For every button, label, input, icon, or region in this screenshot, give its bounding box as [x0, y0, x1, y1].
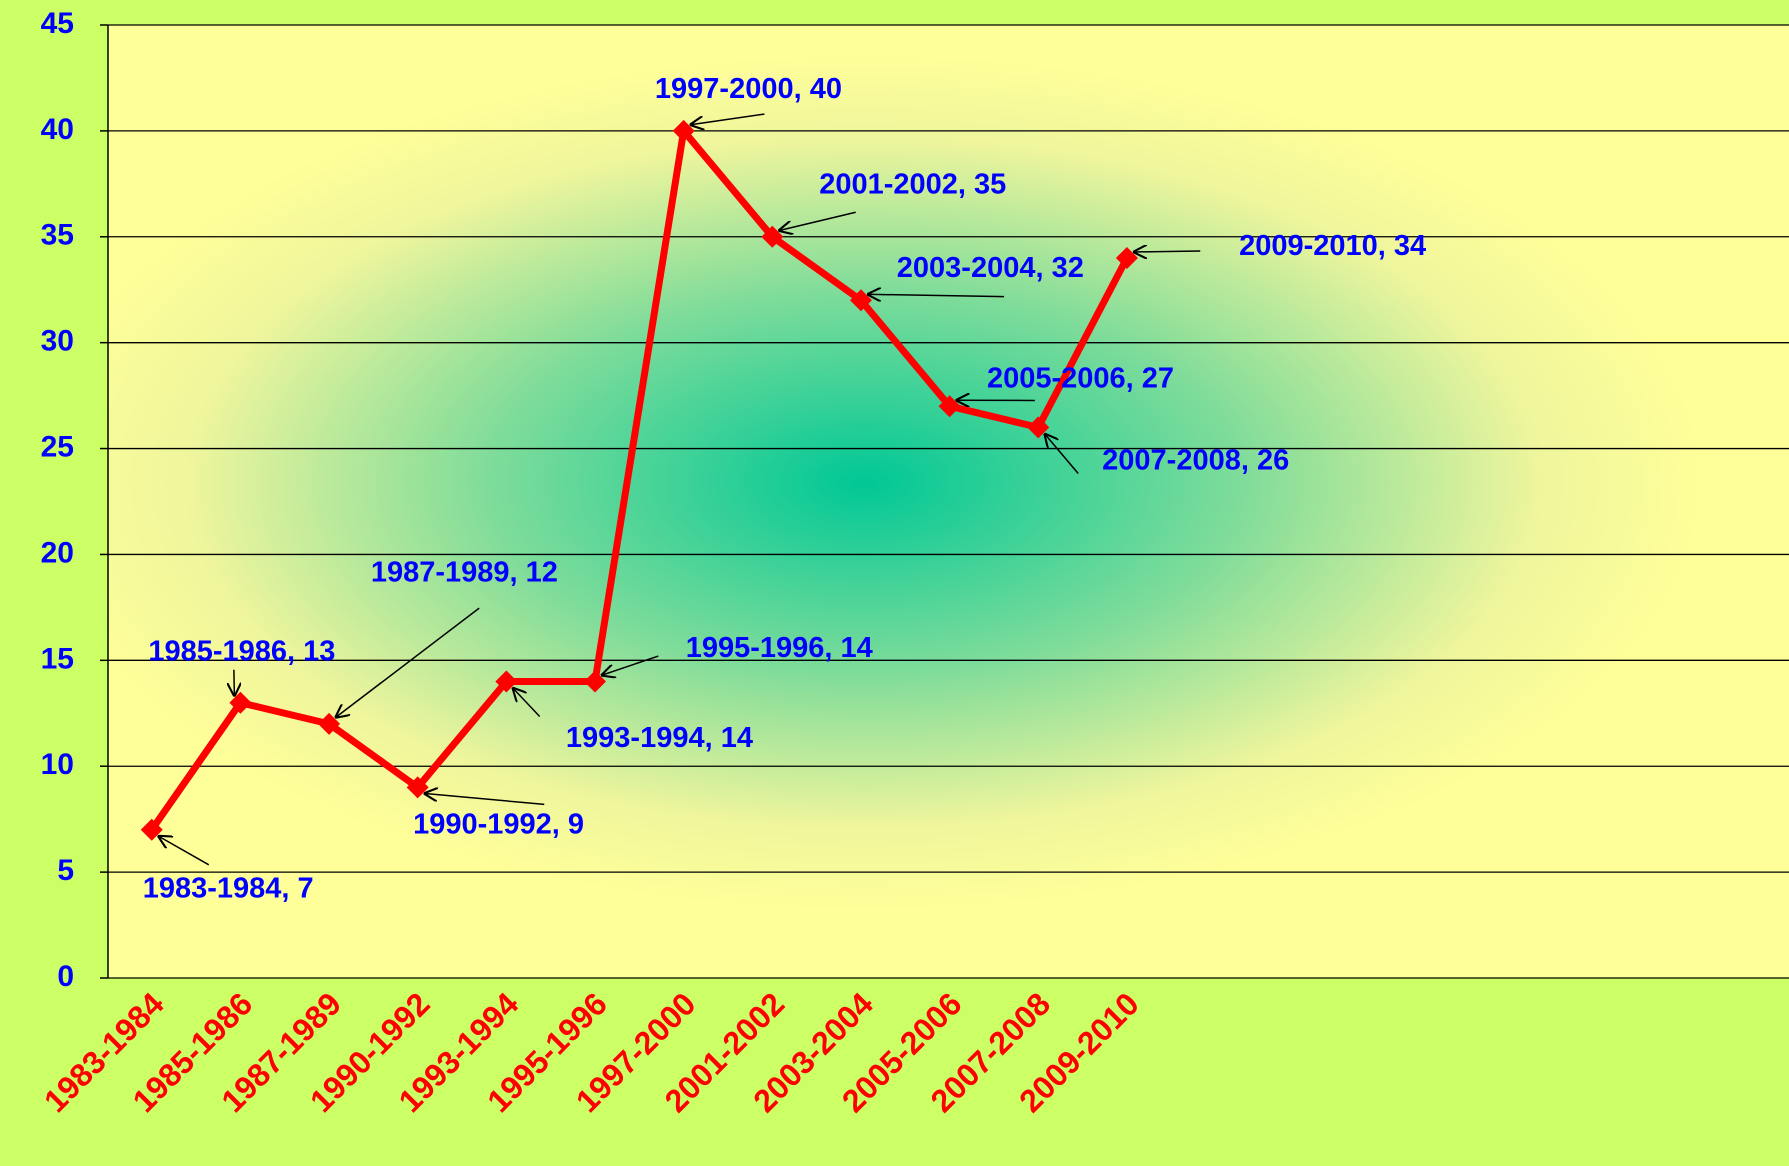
label-arrow [512, 688, 541, 718]
data-label: 2009-2010, 34 [1239, 230, 1426, 262]
label-arrow [601, 655, 659, 675]
data-label: 2003-2004, 32 [897, 252, 1084, 284]
y-tick-label: 25 [41, 430, 74, 463]
data-label: 2001-2002, 35 [819, 169, 1006, 201]
data-label: 1993-1994, 14 [566, 722, 753, 754]
y-tick-label: 5 [57, 854, 74, 887]
label-arrow [335, 607, 480, 718]
label-arrow [1044, 433, 1079, 474]
plot-area [108, 25, 1789, 978]
data-point [938, 395, 961, 418]
label-arrow [778, 211, 856, 231]
data-label: 1983-1984, 7 [143, 873, 314, 905]
label-arrow [158, 836, 210, 866]
y-tick-label: 30 [41, 325, 74, 358]
data-point [849, 289, 872, 312]
label-arrow [690, 113, 765, 125]
data-point [1115, 246, 1138, 269]
data-label: 2005-2006, 27 [987, 363, 1174, 395]
y-tick-label: 45 [41, 7, 74, 40]
data-label: 1997-2000, 40 [655, 73, 842, 105]
label-arrow [424, 793, 545, 806]
data-label: 1990-1992, 9 [413, 809, 584, 841]
data-label: 1987-1989, 12 [371, 557, 558, 589]
y-tick-label: 40 [41, 113, 74, 146]
data-label: 1995-1996, 14 [686, 632, 873, 664]
data-point [229, 691, 252, 714]
y-tick-label: 35 [41, 219, 74, 252]
y-tick-label: 10 [41, 748, 74, 781]
label-arrow [867, 294, 1005, 296]
label-arrow [234, 669, 235, 697]
data-label: 2007-2008, 26 [1102, 445, 1289, 477]
y-tick-label: 15 [41, 642, 74, 675]
data-label: 1985-1986, 13 [148, 635, 335, 667]
y-tick-label: 0 [57, 960, 74, 993]
y-tick-label: 20 [41, 536, 74, 569]
data-line [148, 127, 1131, 832]
label-arrow [1133, 251, 1201, 252]
